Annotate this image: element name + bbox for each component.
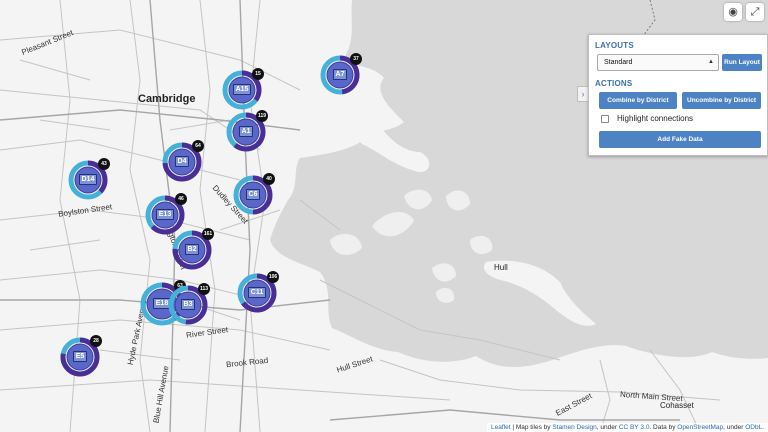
cluster-label: B2 — [172, 230, 212, 270]
leaflet-link[interactable]: Leaflet — [491, 424, 511, 431]
cluster-label: A1 — [226, 112, 266, 152]
attribution-text: . — [762, 424, 764, 431]
attribution-text: , under — [723, 424, 746, 431]
district-cluster[interactable]: A15 15 — [222, 68, 264, 110]
highlight-connections-label: Highlight connections — [617, 114, 694, 123]
cluster-label: C6 — [233, 175, 273, 215]
district-cluster[interactable]: A7 37 — [320, 53, 362, 95]
layout-select[interactable]: Standard ▲ — [597, 54, 719, 71]
cluster-label: E13 — [145, 195, 185, 235]
land-peninsula — [330, 62, 430, 173]
cluster-count-badge: 43 — [98, 158, 110, 170]
place-label-cohasset: Cohasset — [660, 401, 694, 410]
district-cluster[interactable]: C6 40 — [233, 173, 275, 215]
district-cluster[interactable]: B3 113 — [168, 283, 210, 325]
osm-link[interactable]: OpenStreetMap — [677, 424, 724, 431]
cluster-count-badge: 119 — [256, 110, 268, 122]
select-arrows-icon: ▲ — [708, 59, 714, 65]
attribution-text: . Data by — [649, 424, 678, 431]
cluster-count-badge: 15 — [252, 68, 264, 80]
layouts-heading: LAYOUTS — [595, 41, 634, 50]
map-attribution: Leaflet | Map tiles by Stamen Design, un… — [487, 423, 768, 432]
district-cluster[interactable]: A1 119 — [226, 110, 268, 152]
place-label-hull: Hull — [494, 263, 508, 272]
island — [372, 212, 414, 237]
actions-heading: ACTIONS — [595, 79, 633, 88]
cluster-label: C11 — [237, 273, 277, 313]
cluster-label: B3 — [168, 285, 208, 325]
layout-panel: LAYOUTS Standard ▲ Run Layout ACTIONS Co… — [588, 34, 768, 156]
island — [432, 263, 456, 282]
district-cluster[interactable]: B2 161 — [172, 228, 214, 270]
combine-by-district-button[interactable]: Combine by District — [599, 92, 677, 109]
globe-icon[interactable]: ◉ — [724, 3, 742, 21]
district-cluster[interactable]: C11 106 — [237, 271, 279, 313]
district-cluster[interactable]: D4 64 — [162, 140, 204, 182]
stamen-link[interactable]: Stamen Design — [552, 424, 597, 431]
cluster-count-badge: 106 — [267, 271, 279, 283]
add-fake-data-button[interactable]: Add Fake Data — [599, 131, 761, 148]
attribution-text: | Map tiles by — [510, 424, 553, 431]
cluster-label: D14 — [68, 160, 108, 200]
cluster-count-badge: 64 — [192, 140, 204, 152]
island — [446, 190, 470, 211]
highlight-connections-checkbox[interactable] — [601, 115, 609, 123]
district-cluster[interactable]: D14 43 — [68, 158, 110, 200]
uncombine-by-district-button[interactable]: Uncombine by District — [682, 92, 761, 109]
cluster-count-badge: 28 — [90, 335, 102, 347]
cluster-count-badge: 37 — [350, 53, 362, 65]
cluster-count-badge: 46 — [175, 193, 187, 205]
panel-collapse-toggle[interactable]: › — [577, 86, 588, 102]
cluster-label: D4 — [162, 142, 202, 182]
island — [330, 233, 362, 255]
hull-peninsula — [483, 260, 596, 326]
expand-icon[interactable]: ⤢ — [746, 3, 764, 21]
cluster-count-badge: 40 — [263, 173, 275, 185]
place-label-cambridge: Cambridge — [138, 93, 196, 105]
odbl-link[interactable]: ODbL — [745, 424, 763, 431]
cluster-count-badge: 161 — [202, 228, 214, 240]
cluster-count-badge: 113 — [198, 283, 210, 295]
cluster-label: A7 — [320, 55, 360, 95]
district-cluster[interactable]: E5 28 — [60, 335, 102, 377]
island — [470, 235, 493, 255]
run-layout-button[interactable]: Run Layout — [722, 54, 762, 71]
attribution-text: , under — [596, 424, 619, 431]
cluster-label: A15 — [222, 70, 262, 110]
cluster-label: E5 — [60, 337, 100, 377]
layout-select-value: Standard — [604, 59, 633, 66]
district-cluster[interactable]: E13 46 — [145, 193, 187, 235]
island — [404, 189, 432, 210]
island — [436, 287, 455, 303]
cc-by-link[interactable]: CC BY 3.0 — [618, 424, 650, 431]
